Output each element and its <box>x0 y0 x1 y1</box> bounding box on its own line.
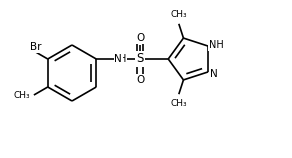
Text: H: H <box>119 54 126 64</box>
Text: NH: NH <box>209 40 223 50</box>
Text: N: N <box>210 69 218 79</box>
Text: O: O <box>136 75 144 85</box>
Text: O: O <box>136 33 144 43</box>
Text: CH₃: CH₃ <box>13 91 30 100</box>
Text: N: N <box>114 54 122 64</box>
Text: S: S <box>137 52 144 66</box>
Text: Br: Br <box>30 42 41 52</box>
Text: CH₃: CH₃ <box>171 99 187 108</box>
Text: CH₃: CH₃ <box>171 10 187 19</box>
